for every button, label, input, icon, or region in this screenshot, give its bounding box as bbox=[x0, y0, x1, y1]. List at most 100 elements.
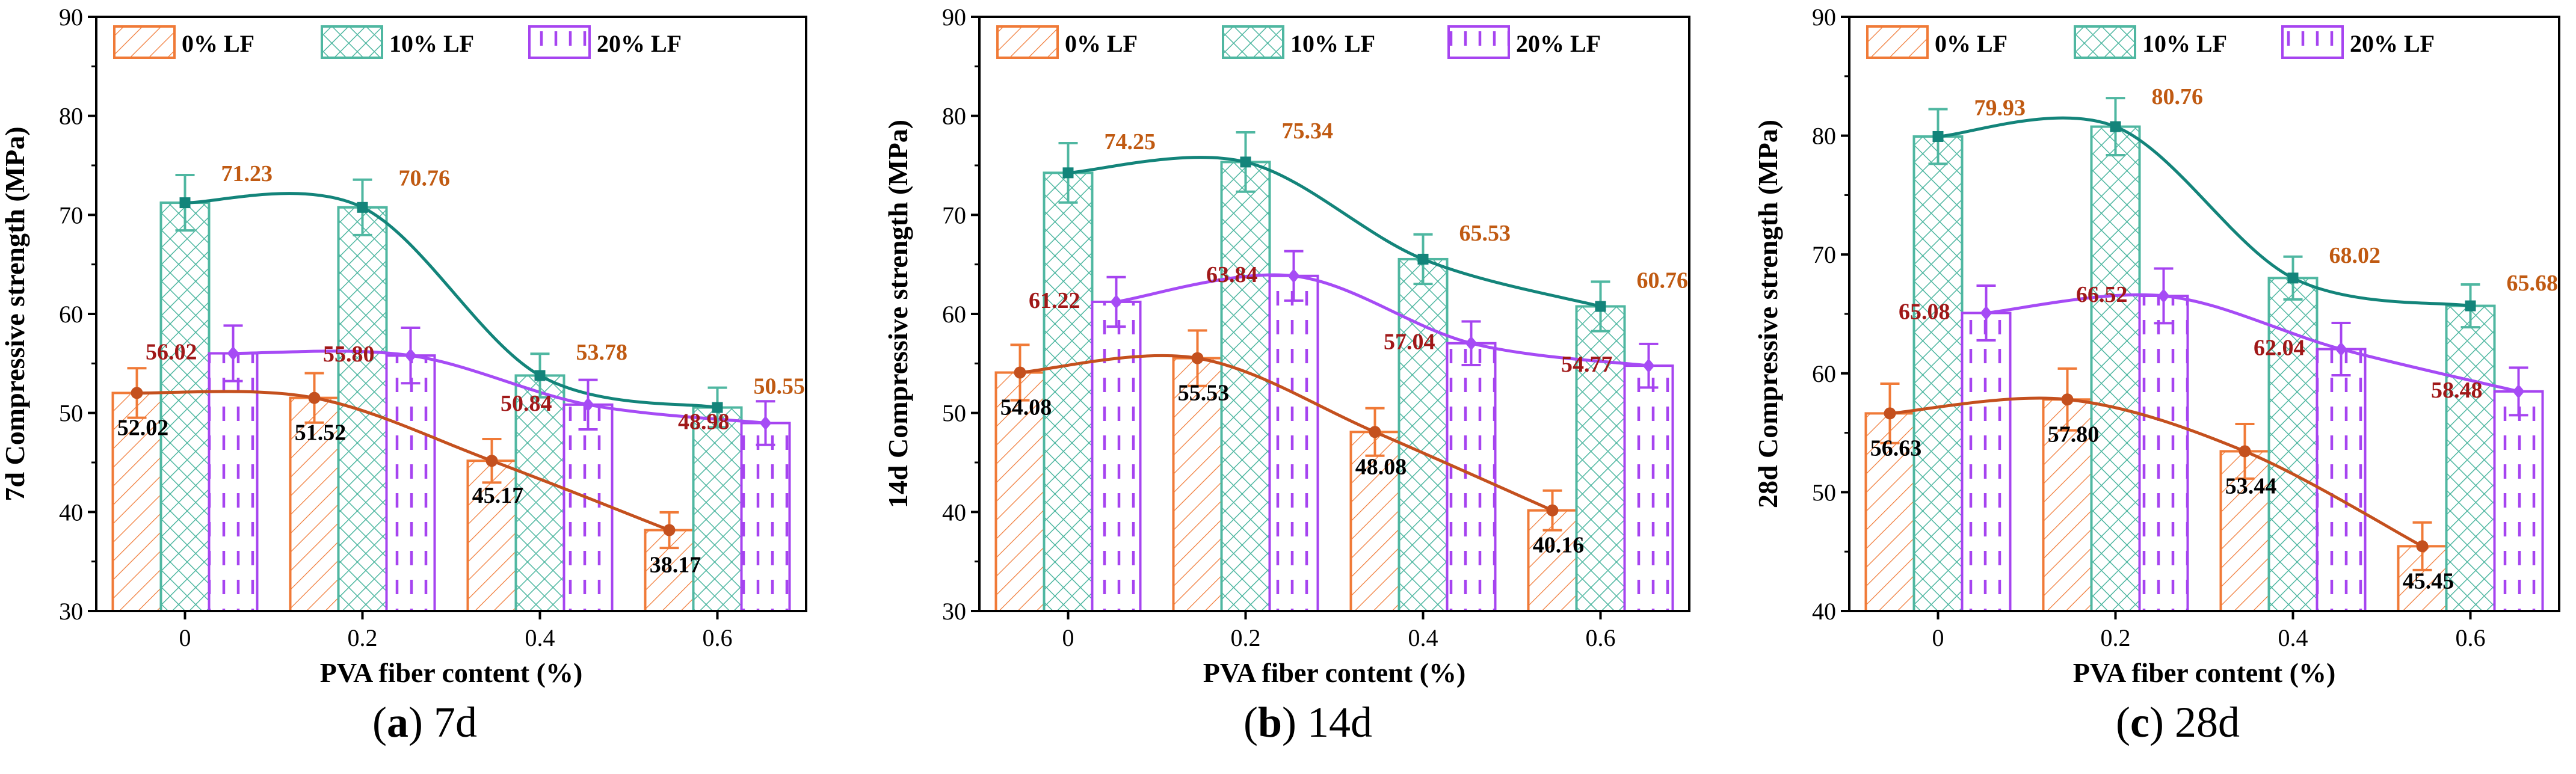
fit-curve-0lf bbox=[1020, 354, 1553, 512]
y-tick-label: 90 bbox=[59, 4, 83, 31]
fit-curve-0lf bbox=[137, 390, 670, 532]
y-tick-label: 80 bbox=[1812, 123, 1836, 150]
data-label: 57.04 bbox=[1384, 330, 1435, 355]
y-tick-label: 60 bbox=[59, 301, 83, 328]
data-label: 50.55 bbox=[754, 374, 806, 399]
data-point bbox=[1191, 352, 1204, 364]
data-point bbox=[582, 397, 594, 412]
caption-b: (b) 14d bbox=[1243, 698, 1372, 746]
legend-swatch-10lf bbox=[321, 25, 383, 59]
bar-10lf-1 bbox=[2090, 125, 2141, 612]
bar-10lf-2 bbox=[1397, 257, 1449, 612]
x-tick-label: 0.4 bbox=[1408, 624, 1438, 651]
y-tick-label: 40 bbox=[1812, 598, 1836, 625]
fit-curve-20lf bbox=[233, 349, 766, 425]
legend-swatch-20lf bbox=[528, 25, 591, 59]
fit-curve-10lf bbox=[1068, 156, 1601, 308]
y-tick-label: 90 bbox=[942, 4, 966, 31]
caption-a-letter: a bbox=[387, 698, 408, 746]
y-tick-label: 80 bbox=[59, 103, 83, 130]
x-tick-label: 0.6 bbox=[1586, 624, 1616, 651]
data-point bbox=[404, 348, 417, 363]
x-tick-label: 0 bbox=[1932, 624, 1944, 651]
data-label: 54.77 bbox=[1561, 352, 1613, 377]
legend-swatch-10lf bbox=[2074, 25, 2136, 59]
data-point bbox=[534, 370, 546, 381]
data-point bbox=[131, 387, 143, 399]
bar-10lf-0 bbox=[1912, 135, 1964, 612]
caption-a: (a) 7d bbox=[372, 698, 477, 746]
data-point bbox=[1369, 426, 1381, 438]
legend-label: 20% LF bbox=[2350, 30, 2435, 57]
data-point bbox=[1980, 306, 1992, 321]
legend-swatch-0lf bbox=[1866, 25, 1929, 59]
bar-20lf-3 bbox=[2493, 390, 2544, 612]
legend-swatch-0lf bbox=[996, 25, 1059, 59]
data-label: 50.84 bbox=[501, 391, 552, 416]
x-tick-label: 0.4 bbox=[525, 624, 555, 651]
caption-a-text: 7d bbox=[433, 698, 477, 746]
data-label: 66.52 bbox=[2076, 282, 2128, 307]
bar-20lf-1 bbox=[1268, 274, 1319, 612]
bar-10lf-0 bbox=[1043, 171, 1094, 613]
y-tick-label: 30 bbox=[59, 598, 83, 625]
y-tick-label: 90 bbox=[1812, 4, 1836, 31]
data-point bbox=[2239, 445, 2251, 458]
y-tick-label: 60 bbox=[942, 301, 966, 328]
bar-20lf-3 bbox=[1623, 364, 1674, 612]
data-point bbox=[2061, 393, 2074, 406]
data-point bbox=[1884, 407, 1896, 420]
y-tick-label: 50 bbox=[59, 400, 83, 427]
x-tick-label: 0.2 bbox=[348, 624, 378, 651]
data-label: 51.52 bbox=[295, 420, 347, 446]
data-label: 54.08 bbox=[1000, 395, 1052, 420]
data-point bbox=[712, 402, 723, 413]
x-tick-label: 0.6 bbox=[703, 624, 733, 651]
bar-20lf-2 bbox=[2316, 348, 2367, 613]
data-label: 45.17 bbox=[472, 483, 524, 508]
data-label: 62.04 bbox=[2254, 335, 2305, 360]
caption-b-letter: b bbox=[1257, 698, 1283, 746]
data-point bbox=[308, 392, 321, 404]
y-tick-label: 60 bbox=[1812, 360, 1836, 387]
data-label: 71.23 bbox=[221, 161, 273, 186]
data-label: 61.22 bbox=[1029, 288, 1080, 313]
y-tick-label: 30 bbox=[942, 598, 966, 625]
data-label: 80.76 bbox=[2152, 84, 2204, 109]
legend: 0% LF 10% LF 20% LF bbox=[1866, 25, 2435, 59]
data-label: 74.25 bbox=[1105, 129, 1156, 155]
data-label: 40.16 bbox=[1533, 533, 1585, 558]
legend-swatch-10lf bbox=[1222, 25, 1284, 59]
data-point bbox=[1240, 156, 1251, 168]
data-label: 79.93 bbox=[1974, 96, 2026, 121]
legend-label: 0% LF bbox=[1065, 30, 1138, 57]
data-point bbox=[2110, 121, 2121, 132]
caption-b-text: 14d bbox=[1307, 698, 1372, 746]
bar-20lf-0 bbox=[1961, 312, 2012, 612]
fit-curve-0lf bbox=[1890, 396, 2423, 548]
bar-10lf-3 bbox=[1575, 305, 1626, 612]
data-point bbox=[1465, 336, 1478, 351]
data-point bbox=[663, 524, 676, 536]
data-point bbox=[485, 455, 498, 467]
data-label: 56.02 bbox=[146, 340, 197, 365]
bar-0lf-2 bbox=[1349, 431, 1400, 612]
data-point bbox=[227, 346, 239, 361]
legend-swatch-20lf bbox=[1447, 25, 1510, 59]
y-axis-title: 14d Compressive strength (MPa) bbox=[883, 120, 913, 508]
data-label: 56.63 bbox=[1870, 435, 1922, 461]
caption-c-text: 28d bbox=[2174, 698, 2240, 746]
legend-label: 10% LF bbox=[1290, 30, 1375, 57]
fit-curve-20lf bbox=[1116, 273, 1649, 367]
y-tick-label: 80 bbox=[942, 103, 966, 130]
bar-10lf-0 bbox=[159, 201, 211, 612]
y-tick-label: 70 bbox=[1812, 241, 1836, 268]
y-tick-label: 70 bbox=[942, 201, 966, 229]
data-label: 65.53 bbox=[1459, 221, 1511, 246]
data-point bbox=[1642, 358, 1655, 373]
bar-0lf-1 bbox=[289, 396, 340, 612]
y-tick-label: 50 bbox=[942, 400, 966, 427]
data-point bbox=[2335, 342, 2347, 357]
